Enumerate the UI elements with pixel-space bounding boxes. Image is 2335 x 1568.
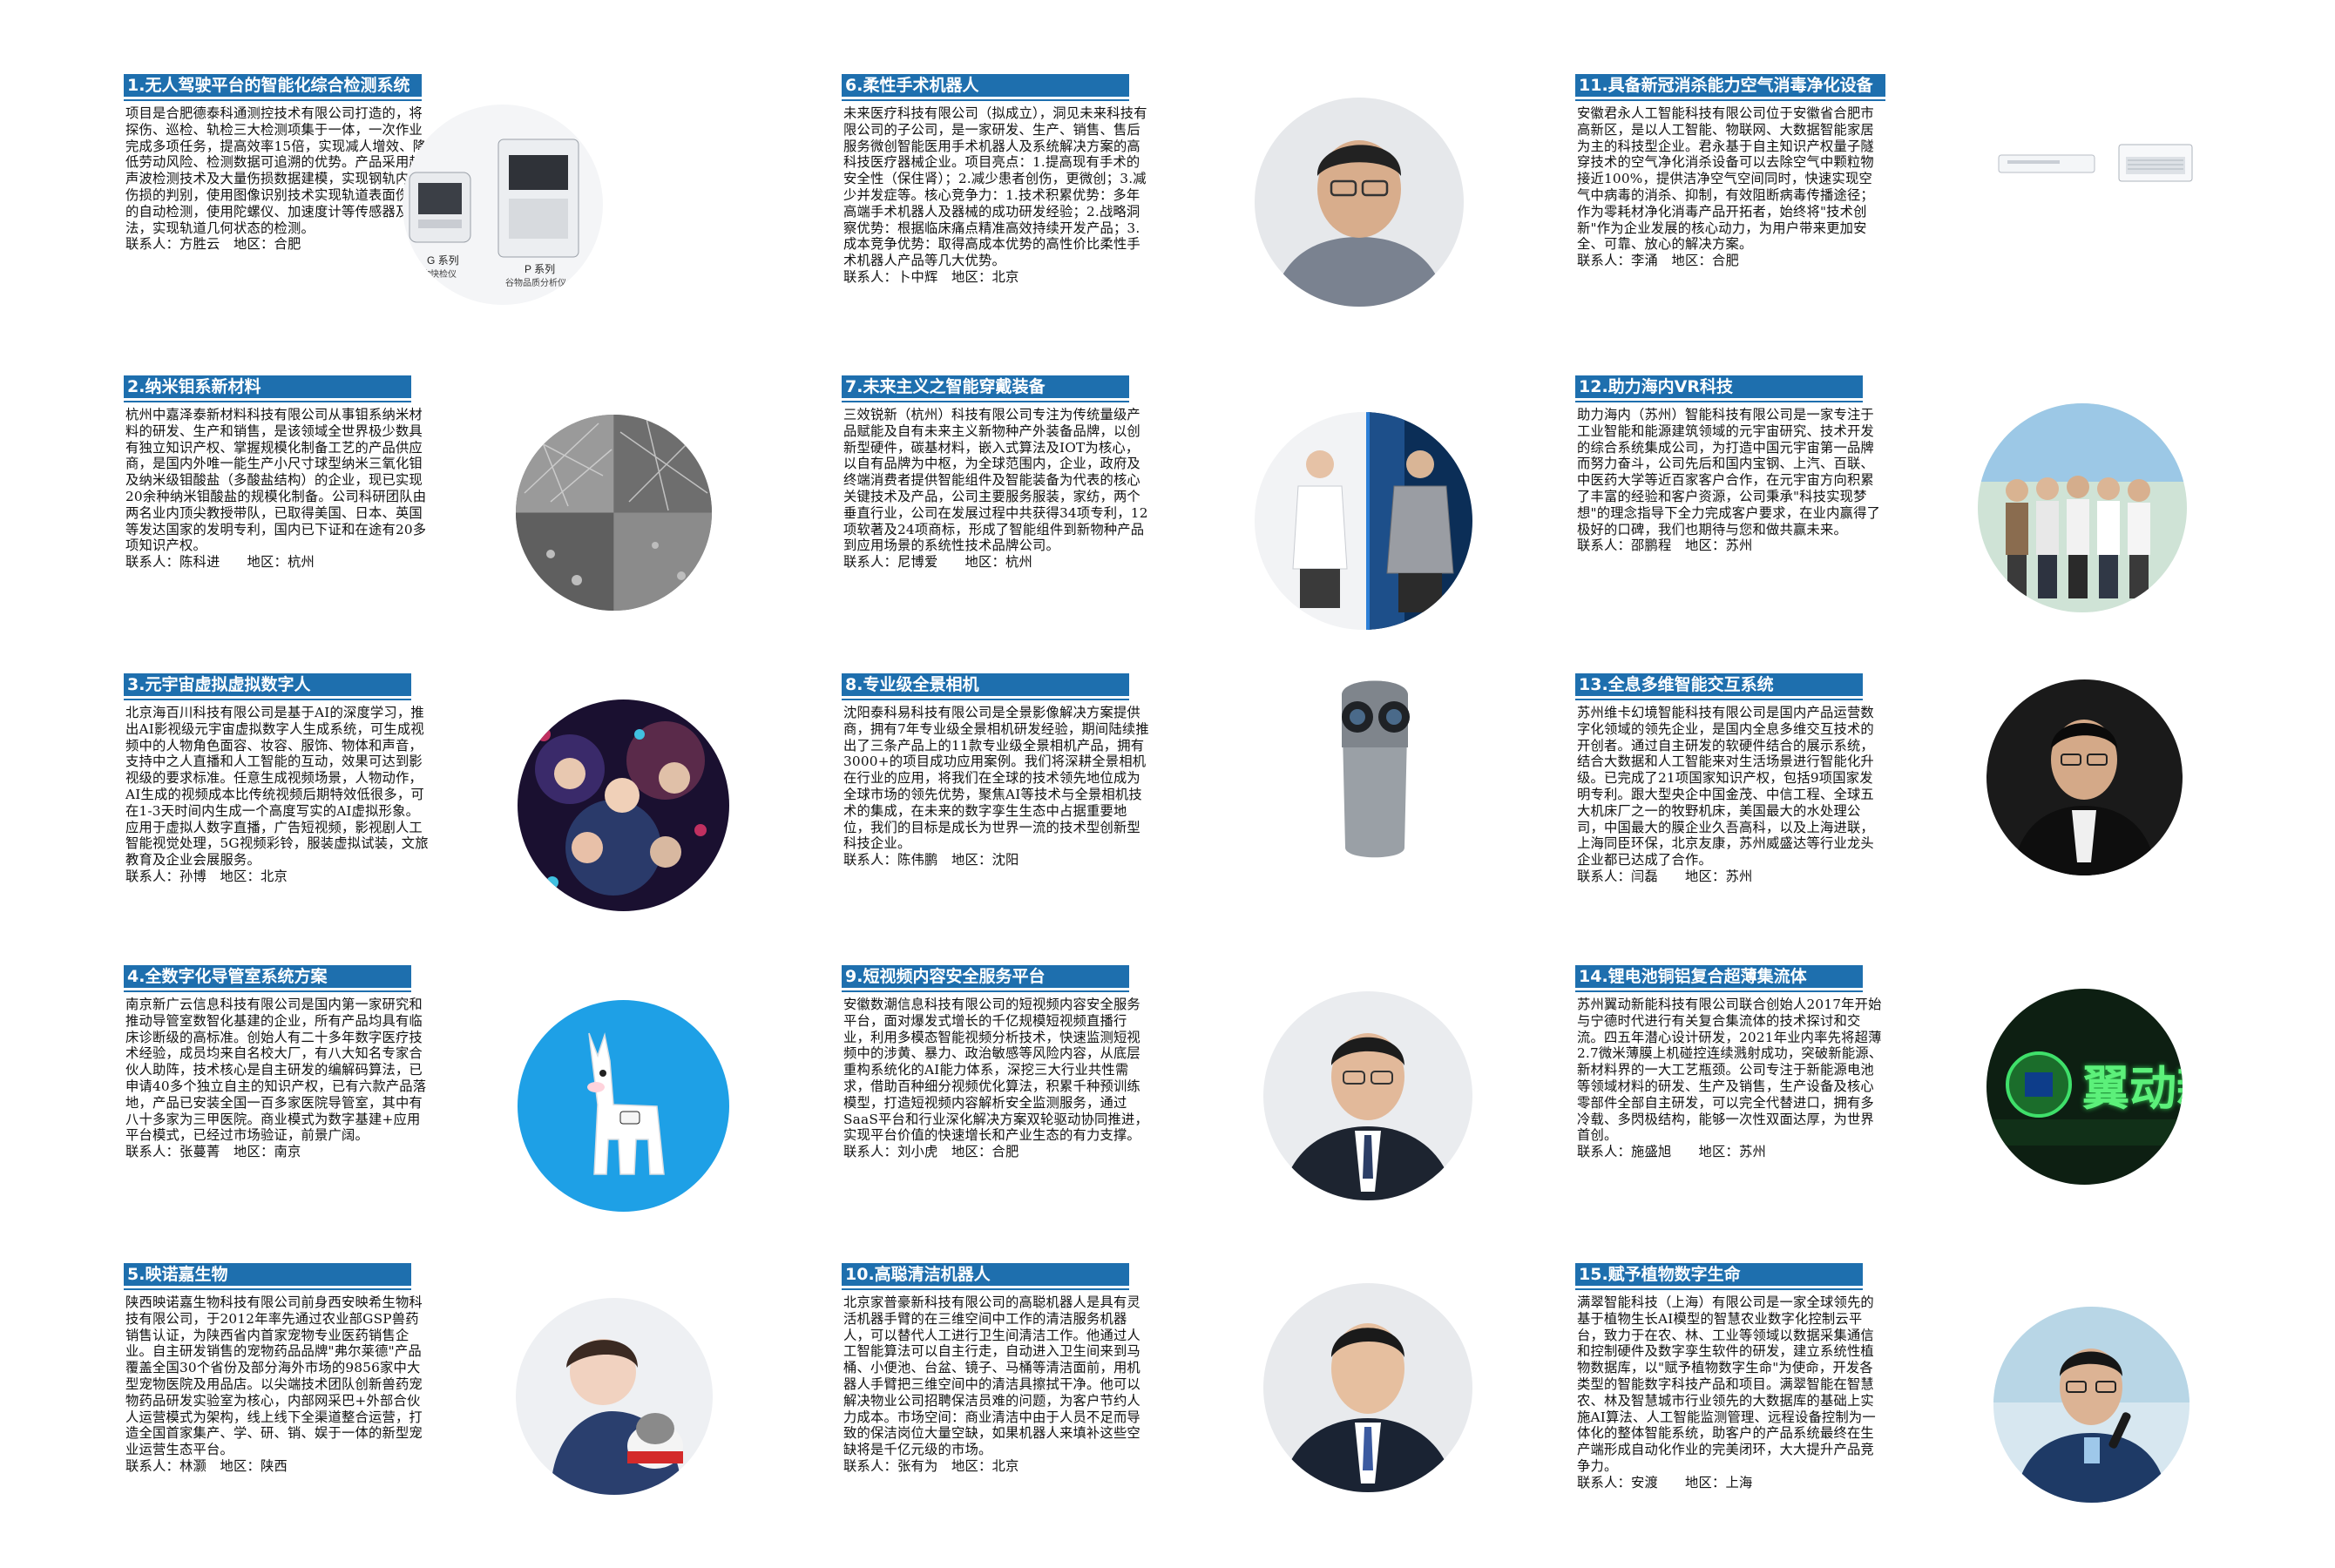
card-description: 助力海内（苏州）智能科技有限公司是一家专注于工业智能和能源建筑领域的元宇宙研究、… xyxy=(1577,407,1881,537)
project-card-11: 11.具备新冠消杀能力空气消毒净化设备 安徽君永人工智能科技有限公司位于安徽省合… xyxy=(1572,74,2335,370)
project-card-14: 14.锂电池铜铝复合超薄集流体 苏州翼动新能科技有限公司联合创始人2017年开始… xyxy=(1572,965,2335,1261)
founder-portrait-9 xyxy=(1263,991,1472,1200)
card-description: 南京新广云信息科技有限公司是国内第一家研究和推动导管室数智化基建的企业，所有产品… xyxy=(125,997,427,1144)
speaker-portrait-15 xyxy=(1993,1307,2189,1503)
card-title: 11.具备新冠消杀能力空气消毒净化设备 xyxy=(1575,74,1885,101)
card-contact: 联系人：孙博 地区：北京 xyxy=(125,868,288,884)
project-card-9: 9.短视频内容安全服务平台 安徽数潮信息科技有限公司的短视频内容安全服务平台，面… xyxy=(838,965,1605,1261)
card-title: 7.未来主义之智能穿戴装备 xyxy=(842,375,1129,402)
card-body: 陕西映诺嘉生物科技有限公司前身西安映希生物科技有限公司，于2012年率先通过农业… xyxy=(125,1294,432,1475)
card-description: 项目是合肥德泰科通测控技术有限公司打造的，将探伤、巡检、轨检三大检测项集于一体，… xyxy=(125,105,427,236)
card-body: 安徽数潮信息科技有限公司的短视频内容安全服务平台，面对爆发式增长的千亿规模短视频… xyxy=(843,997,1150,1160)
card-description: 安徽君永人工智能科技有限公司位于安徽省合肥市高新区，是以人工智能、物联网、大数据… xyxy=(1577,105,1874,253)
card-description: 三效锐新（杭州）科技有限公司专注为传统量级产品赋能及自有未来主义新物种产外装备品… xyxy=(843,407,1148,554)
card-title: 13.全息多维智能交互系统 xyxy=(1575,673,1863,700)
team-group-photo xyxy=(1978,403,2187,612)
smart-apparel-image xyxy=(1255,412,1472,630)
card-description: 安徽数潮信息科技有限公司的短视频内容安全服务平台，面对爆发式增长的千亿规模短视频… xyxy=(843,997,1148,1144)
card-body: 助力海内（苏州）智能科技有限公司是一家专注于工业智能和能源建筑领域的元宇宙研究、… xyxy=(1577,407,1884,554)
card-contact: 联系人：张蔓菁 地区：南京 xyxy=(125,1144,301,1160)
project-card-15: 15.赋予植物数字生命 满翠智能科技（上海）有限公司是一家全球领先的基于植物生长… xyxy=(1572,1263,2335,1559)
card-contact: 联系人：李涌 地区：合肥 xyxy=(1577,253,1739,269)
project-card-3: 3.元宇宙虚拟虚拟数字人 北京海百川科技有限公司是基于AI的深度学习，推出AI影… xyxy=(120,673,887,970)
card-body: 满翠智能科技（上海）有限公司是一家全球领先的基于植物生长AI模型的智慧农业数字化… xyxy=(1577,1294,1884,1491)
card-body: 杭州中嘉泽泰新材料科技有限公司从事钼系纳米材料的研发、生产和销售，是该领域全世界… xyxy=(125,407,432,571)
project-card-4: 4.全数字化导管室系统方案 南京新广云信息科技有限公司是国内第一家研究和推动导管… xyxy=(120,965,887,1261)
card-body: 三效锐新（杭州）科技有限公司专注为传统量级产品赋能及自有未来主义新物种产外装备品… xyxy=(843,407,1150,571)
image-label-p-sub: 谷物品质分析仪 xyxy=(505,279,566,288)
alpaca-logo-image xyxy=(518,1000,729,1212)
card-title: 6.柔性手术机器人 xyxy=(842,74,1129,101)
project-card-1: 1.无人驾驶平台的智能化综合检测系统 项目是合肥德泰科通测控技术有限公司打造的，… xyxy=(120,74,887,370)
project-card-10: 10.高聪清洁机器人 北京家普豪新科技有限公司的高聪机器人是具有灵活机器手臂的在… xyxy=(838,1263,1605,1559)
card-body: 沈阳泰科易科技有限公司是全景影像解决方案提供商，拥有7年专业级全景相机研发经验，… xyxy=(843,705,1150,868)
card-title: 4.全数字化导管室系统方案 xyxy=(124,965,411,992)
air-purifier-image xyxy=(1995,139,2196,183)
card-contact: 联系人：林灏 地区：陕西 xyxy=(125,1457,288,1474)
card-contact: 联系人：陈伟鹏 地区：沈阳 xyxy=(843,852,1019,868)
card-title: 9.短视频内容安全服务平台 xyxy=(842,965,1129,992)
card-body: 苏州维卡幻境智能科技有限公司是国内产品运营数字化领域的领先企业，是国内全息多维交… xyxy=(1577,705,1884,885)
project-card-7: 7.未来主义之智能穿戴装备 三效锐新（杭州）科技有限公司专注为传统量级产品赋能及… xyxy=(838,375,1605,672)
card-body: 项目是合肥德泰科通测控技术有限公司打造的，将探伤、巡检、轨检三大检测项集于一体，… xyxy=(125,105,432,253)
card-body: 未来医疗科技有限公司（拟成立），洞见未来科技有限公司的子公司，是一家研发、生产、… xyxy=(843,105,1150,286)
company-logo-sign-image: 翼动新能 xyxy=(1986,989,2183,1185)
card-description: 未来医疗科技有限公司（拟成立），洞见未来科技有限公司的子公司，是一家研发、生产、… xyxy=(843,105,1147,269)
card-description: 苏州维卡幻境智能科技有限公司是国内产品运营数字化领域的领先企业，是国内全息多维交… xyxy=(1577,705,1874,868)
founder-photo-with-cat xyxy=(516,1298,713,1495)
project-card-8: 8.专业级全景相机 沈阳泰科易科技有限公司是全景影像解决方案提供商，拥有7年专业… xyxy=(838,673,1605,970)
card-title: 15.赋予植物数字生命 xyxy=(1575,1263,1863,1290)
card-contact: 联系人：安渡 地区：上海 xyxy=(1577,1474,1753,1490)
image-label-g: G 系列 xyxy=(427,254,459,267)
card-contact: 联系人：张有为 地区：北京 xyxy=(843,1457,1019,1474)
project-card-2: 2.纳米钼系新材料 杭州中嘉泽泰新材料科技有限公司从事钼系纳米材料的研发、生产和… xyxy=(120,375,887,672)
nanomaterial-microscope-image xyxy=(516,415,712,611)
card-contact: 联系人：施盛旭 地区：苏州 xyxy=(1577,1144,1766,1160)
card-contact: 联系人：尼博爱 地区：杭州 xyxy=(843,554,1032,571)
card-contact: 联系人：刘小虎 地区：合肥 xyxy=(843,1144,1019,1160)
virtual-human-image xyxy=(518,700,729,911)
card-contact: 联系人：陈科进 地区：杭州 xyxy=(125,554,315,571)
card-body: 北京海百川科技有限公司是基于AI的深度学习，推出AI影视级元宇宙虚拟数字人生成系… xyxy=(125,705,432,885)
card-contact: 联系人：方胜云 地区：合肥 xyxy=(125,236,301,253)
panoramic-camera-image xyxy=(1331,669,1418,865)
card-contact: 联系人：闫磊 地区：苏州 xyxy=(1577,868,1753,884)
company-sign-text: 翼动新能 xyxy=(2082,1061,2183,1116)
card-description: 沈阳泰科易科技有限公司是全景影像解决方案提供商，拥有7年专业级全景相机研发经验，… xyxy=(843,705,1149,852)
card-description: 苏州翼动新能科技有限公司联合创始人2017年开始与宁德时代进行有关复合集流体的技… xyxy=(1577,997,1883,1144)
card-title: 2.纳米钼系新材料 xyxy=(124,375,411,402)
card-description: 陕西映诺嘉生物科技有限公司前身西安映希生物科技有限公司，于2012年率先通过农业… xyxy=(125,1294,423,1458)
card-body: 北京家普豪新科技有限公司的高聪机器人是具有灵活机器手臂的在三维空间中工作的清洁服… xyxy=(843,1294,1150,1475)
founder-portrait-10 xyxy=(1263,1283,1472,1492)
project-card-12: 12.助力海内VR科技 助力海内（苏州）智能科技有限公司是一家专注于工业智能和能… xyxy=(1572,375,2335,672)
card-title: 1.无人驾驶平台的智能化综合检测系统 xyxy=(124,74,423,101)
card-contact: 联系人：卜中辉 地区：北京 xyxy=(843,268,1019,285)
card-description: 满翠智能科技（上海）有限公司是一家全球领先的基于植物生长AI模型的智慧农业数字化… xyxy=(1577,1294,1876,1474)
founder-portrait-6 xyxy=(1255,98,1464,307)
card-title: 3.元宇宙虚拟虚拟数字人 xyxy=(124,673,411,700)
card-description: 北京海百川科技有限公司是基于AI的深度学习，推出AI影视级元宇宙虚拟数字人生成系… xyxy=(125,705,429,868)
image-label-g-sub: 谷物快检仪 xyxy=(413,270,457,280)
card-body: 安徽君永人工智能科技有限公司位于安徽省合肥市高新区，是以人工智能、物联网、大数据… xyxy=(1577,105,1884,269)
project-card-5: 5.映诺嘉生物 陕西映诺嘉生物科技有限公司前身西安映希生物科技有限公司，于201… xyxy=(120,1263,887,1559)
card-title: 10.高聪清洁机器人 xyxy=(842,1263,1129,1290)
card-description: 北京家普豪新科技有限公司的高聪机器人是具有灵活机器手臂的在三维空间中工作的清洁服… xyxy=(843,1294,1140,1458)
card-title: 12.助力海内VR科技 xyxy=(1575,375,1863,402)
image-label-p: P 系列 xyxy=(525,263,556,275)
card-body: 苏州翼动新能科技有限公司联合创始人2017年开始与宁德时代进行有关复合集流体的技… xyxy=(1577,997,1884,1160)
card-contact: 联系人：邵鹏程 地区：苏州 xyxy=(1577,537,1753,554)
card-title: 14.锂电池铜铝复合超薄集流体 xyxy=(1575,965,1863,992)
card-body: 南京新广云信息科技有限公司是国内第一家研究和推动导管室数智化基建的企业，所有产品… xyxy=(125,997,432,1160)
card-description: 杭州中嘉泽泰新材料科技有限公司从事钼系纳米材料的研发、生产和销售，是该领域全世界… xyxy=(125,407,427,554)
project-card-13: 13.全息多维智能交互系统 苏州维卡幻境智能科技有限公司是国内产品运营数字化领域… xyxy=(1572,673,2335,970)
card-title: 5.映诺嘉生物 xyxy=(124,1263,411,1290)
card-title: 8.专业级全景相机 xyxy=(842,673,1129,700)
grain-analyzer-image: G 系列 谷物快检仪 P 系列 谷物品质分析仪 xyxy=(403,105,603,305)
project-card-6: 6.柔性手术机器人 未来医疗科技有限公司（拟成立），洞见未来科技有限公司的子公司… xyxy=(838,74,1605,370)
founder-portrait-13 xyxy=(1986,679,2183,875)
